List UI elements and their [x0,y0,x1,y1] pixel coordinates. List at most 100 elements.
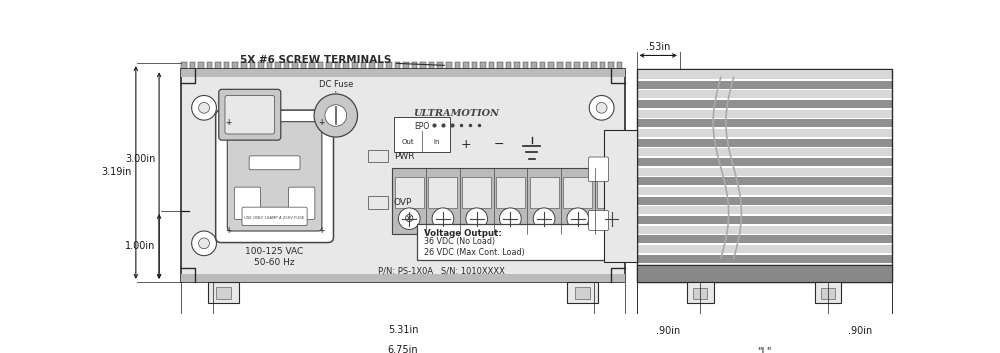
Circle shape [314,94,357,137]
Bar [815,282,841,303]
Bar [600,62,605,69]
Bar [216,287,231,299]
Circle shape [192,96,216,120]
Bar [352,62,358,69]
Bar [514,62,520,69]
FancyBboxPatch shape [588,157,609,182]
Bar [574,62,580,69]
Bar [637,69,892,282]
Bar [181,62,187,69]
Bar [420,62,426,69]
Text: .90in: .90in [656,327,681,336]
Bar [463,62,469,69]
Circle shape [567,208,589,229]
Bar [335,62,340,69]
Bar [429,62,434,69]
Bar [637,139,892,146]
Circle shape [589,231,614,256]
Bar [181,62,187,69]
Text: DC Fuse: DC Fuse [319,80,353,89]
Bar [275,62,281,69]
Bar [368,150,388,162]
Bar [600,62,605,69]
Bar [181,69,625,77]
Bar [181,274,625,282]
Bar [275,62,281,69]
Bar [637,197,892,204]
Bar [523,62,528,69]
Bar [232,62,238,69]
Bar [224,62,229,69]
Bar [523,62,528,69]
Bar [386,62,392,69]
Bar [531,62,537,69]
Bar [563,177,592,208]
Bar [489,62,494,69]
Bar [437,62,443,69]
Bar [637,100,892,108]
Bar [637,216,892,224]
Circle shape [466,208,488,229]
Bar [637,81,892,89]
Bar [821,288,835,299]
Bar [250,62,255,69]
Text: P/N: PS-1X0A   S/N: 1010XXXX: P/N: PS-1X0A S/N: 1010XXXX [378,267,505,276]
Text: ULTRAMOTION: ULTRAMOTION [413,109,499,118]
Bar [637,245,892,253]
FancyBboxPatch shape [249,156,300,170]
Bar [301,62,306,69]
Circle shape [596,102,607,113]
Bar [574,62,580,69]
Bar [258,62,264,69]
Bar [506,62,511,69]
Bar [326,62,332,69]
Bar [250,62,255,69]
Bar [566,62,571,69]
Text: .53in: .53in [646,42,670,52]
Bar [318,62,323,69]
Bar [446,62,452,69]
Bar [267,62,272,69]
Bar [403,62,409,69]
Bar [548,62,554,69]
Bar [267,62,272,69]
Bar [392,168,628,234]
FancyBboxPatch shape [227,122,322,231]
Text: 3.19in: 3.19in [102,167,132,178]
Text: Voltage Output:: Voltage Output: [424,229,502,238]
Circle shape [589,96,614,120]
Bar [395,62,400,69]
Circle shape [192,231,216,256]
Bar [637,158,892,166]
Bar [386,62,392,69]
Text: 3.00in: 3.00in [125,154,155,164]
Bar [335,62,340,69]
Bar [506,62,511,69]
Bar [284,62,289,69]
FancyBboxPatch shape [216,110,333,243]
Bar [207,62,212,69]
Text: 1.00in: 1.00in [125,241,155,251]
Bar [309,62,315,69]
Text: −: − [493,138,504,151]
Bar [403,62,409,69]
Text: +: + [318,118,324,127]
Bar [463,62,469,69]
Text: 100-125 VAC
50-60 Hz: 100-125 VAC 50-60 Hz [245,247,304,267]
Bar [514,62,520,69]
Bar [215,62,221,69]
Bar [693,288,707,299]
Bar [489,62,494,69]
Bar [352,62,358,69]
Bar [637,177,892,185]
Bar [567,282,598,303]
Bar [637,264,892,272]
FancyBboxPatch shape [234,187,261,220]
Bar [361,62,366,69]
Bar [326,62,332,69]
Bar [637,119,892,127]
Circle shape [325,105,347,126]
Bar [318,62,323,69]
Text: .90in: .90in [848,327,872,336]
Bar [531,62,537,69]
